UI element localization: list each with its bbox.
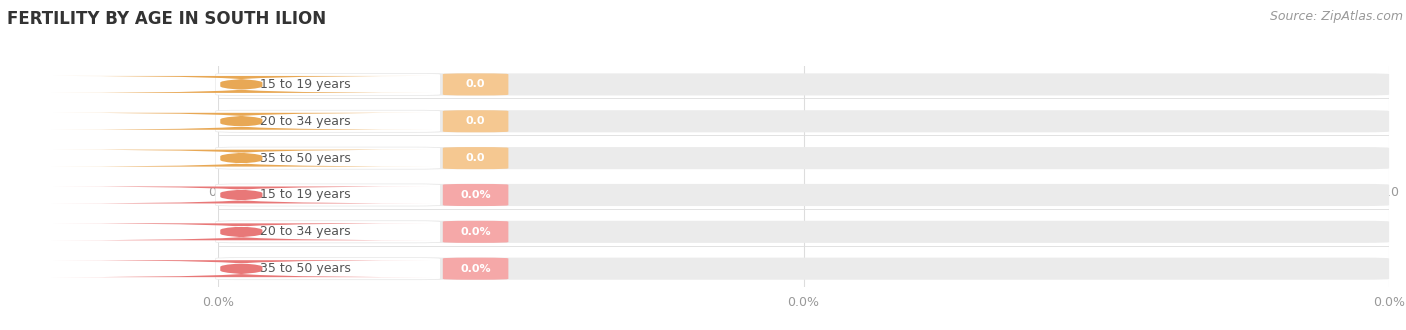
Text: 35 to 50 years: 35 to 50 years <box>260 262 352 275</box>
FancyBboxPatch shape <box>443 110 509 132</box>
FancyBboxPatch shape <box>52 223 432 240</box>
FancyBboxPatch shape <box>218 221 1389 243</box>
FancyBboxPatch shape <box>52 260 432 277</box>
FancyBboxPatch shape <box>218 147 1389 169</box>
FancyBboxPatch shape <box>215 147 440 169</box>
FancyBboxPatch shape <box>52 149 432 167</box>
Text: FERTILITY BY AGE IN SOUTH ILION: FERTILITY BY AGE IN SOUTH ILION <box>7 10 326 28</box>
Text: 20 to 34 years: 20 to 34 years <box>260 115 350 128</box>
FancyBboxPatch shape <box>215 110 440 132</box>
FancyBboxPatch shape <box>215 73 440 95</box>
Text: 15 to 19 years: 15 to 19 years <box>260 188 350 202</box>
FancyBboxPatch shape <box>443 221 509 243</box>
Text: 15 to 19 years: 15 to 19 years <box>260 78 350 91</box>
Text: 0.0%: 0.0% <box>460 190 491 200</box>
Text: 0.0: 0.0 <box>465 153 485 163</box>
Text: 0.0: 0.0 <box>465 116 485 126</box>
Text: 35 to 50 years: 35 to 50 years <box>260 151 352 165</box>
FancyBboxPatch shape <box>215 184 440 206</box>
FancyBboxPatch shape <box>443 258 509 280</box>
FancyBboxPatch shape <box>215 221 440 243</box>
FancyBboxPatch shape <box>218 184 1389 206</box>
FancyBboxPatch shape <box>218 258 1389 280</box>
Text: Source: ZipAtlas.com: Source: ZipAtlas.com <box>1270 10 1403 23</box>
FancyBboxPatch shape <box>215 258 440 280</box>
FancyBboxPatch shape <box>52 76 432 93</box>
Text: 0.0: 0.0 <box>465 80 485 89</box>
FancyBboxPatch shape <box>443 184 509 206</box>
Text: 20 to 34 years: 20 to 34 years <box>260 225 350 238</box>
FancyBboxPatch shape <box>218 73 1389 95</box>
FancyBboxPatch shape <box>443 147 509 169</box>
FancyBboxPatch shape <box>218 110 1389 132</box>
FancyBboxPatch shape <box>52 186 432 204</box>
Text: 0.0%: 0.0% <box>460 227 491 237</box>
FancyBboxPatch shape <box>52 113 432 130</box>
FancyBboxPatch shape <box>443 73 509 95</box>
Text: 0.0%: 0.0% <box>460 264 491 274</box>
